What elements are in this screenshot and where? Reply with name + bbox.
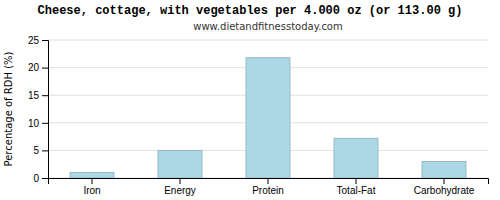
y-tick-mark bbox=[42, 95, 48, 96]
x-tick: Total-Fat bbox=[337, 178, 376, 196]
y-tick: 5 bbox=[33, 145, 48, 156]
y-tick-label: 15 bbox=[28, 90, 40, 101]
x-tick-mark bbox=[444, 178, 445, 184]
y-tick: 25 bbox=[28, 35, 48, 46]
x-tick: Protein bbox=[252, 178, 284, 196]
x-tick-label: Iron bbox=[83, 185, 100, 196]
y-axis: 0 5 10 15 20 25 bbox=[28, 35, 49, 184]
y-tick-label: 0 bbox=[33, 173, 39, 184]
x-axis: Iron Energy Protein Total-Fat Carbohydrate bbox=[49, 178, 489, 196]
y-axis-title: Percentage of RDH (%) bbox=[3, 51, 14, 166]
y-tick-label: 5 bbox=[33, 145, 39, 156]
x-tick-mark bbox=[268, 178, 269, 184]
x-tick-mark bbox=[180, 178, 181, 184]
x-tick-label: Carbohydrate bbox=[414, 185, 475, 196]
subtitle: www.dietandfitnesstoday.com bbox=[193, 21, 342, 32]
y-tick-mark bbox=[42, 40, 48, 41]
grid bbox=[48, 40, 488, 178]
y-tick: 15 bbox=[28, 90, 48, 101]
y-axis-line bbox=[42, 41, 49, 179]
chart: Cheese, cottage, with vegetables per 4.0… bbox=[0, 0, 500, 200]
x-axis-line bbox=[49, 179, 489, 185]
bars bbox=[70, 58, 466, 178]
bar bbox=[70, 172, 114, 178]
y-tick-mark bbox=[42, 178, 48, 179]
bar bbox=[158, 150, 202, 178]
y-tick-mark bbox=[42, 68, 48, 69]
bar bbox=[422, 161, 466, 178]
grid-line bbox=[48, 40, 488, 41]
x-tick-mark bbox=[92, 178, 93, 184]
x-tick-label: Energy bbox=[164, 185, 196, 196]
y-tick-mark bbox=[42, 123, 48, 124]
bar bbox=[334, 138, 378, 178]
y-tick: 0 bbox=[33, 173, 48, 184]
title: Cheese, cottage, with vegetables per 4.0… bbox=[38, 4, 463, 18]
bar bbox=[246, 58, 290, 178]
x-tick: Energy bbox=[164, 178, 196, 196]
y-tick-label: 20 bbox=[28, 62, 40, 73]
x-tick-label: Protein bbox=[252, 185, 284, 196]
x-tick-mark bbox=[356, 178, 357, 184]
y-tick-mark bbox=[42, 150, 48, 151]
y-tick-label: 10 bbox=[28, 118, 40, 129]
y-tick: 20 bbox=[28, 62, 48, 73]
y-tick-label: 25 bbox=[28, 35, 40, 46]
x-tick: Iron bbox=[83, 178, 100, 196]
plot: Iron Energy Protein Total-Fat Carbohydrate 0 5… bbox=[28, 35, 489, 196]
y-tick: 10 bbox=[28, 118, 48, 129]
x-tick-label: Total-Fat bbox=[337, 185, 376, 196]
x-tick: Carbohydrate bbox=[414, 178, 475, 196]
